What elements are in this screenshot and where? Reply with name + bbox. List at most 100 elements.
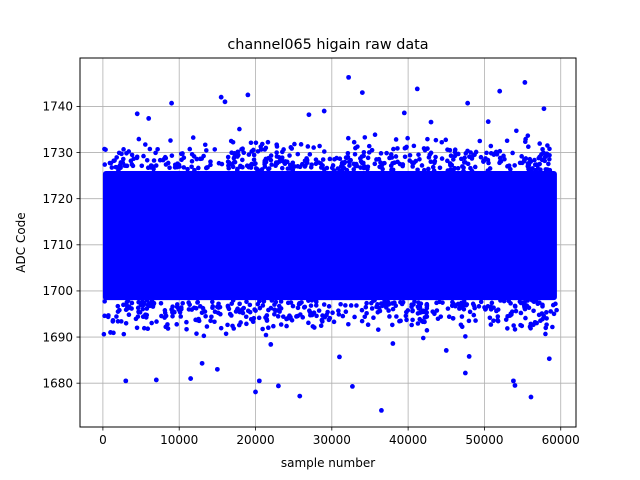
data-point [375, 309, 381, 315]
data-point [512, 163, 517, 168]
data-point [216, 301, 221, 307]
data-point [141, 153, 146, 159]
outlier-point [169, 100, 174, 106]
data-point [253, 308, 258, 313]
outlier-point [188, 376, 194, 381]
data-point [168, 138, 173, 143]
data-point [189, 164, 194, 170]
data-point [336, 312, 342, 317]
data-point [202, 142, 208, 148]
data-point [264, 318, 270, 323]
data-point [411, 143, 417, 149]
data-point [236, 152, 241, 158]
data-point [523, 315, 528, 321]
data-point [199, 310, 205, 315]
data-point [493, 149, 499, 155]
outlier-point [123, 378, 129, 384]
data-point [447, 147, 453, 153]
data-point [402, 154, 408, 160]
data-point [149, 320, 154, 326]
data-point [437, 165, 443, 171]
data-point [476, 304, 482, 309]
data-point [351, 161, 357, 167]
data-point [112, 158, 117, 163]
data-point [256, 315, 262, 321]
outlier-point [222, 99, 228, 105]
data-point [417, 157, 422, 162]
data-point [432, 160, 437, 166]
data-point [366, 143, 372, 149]
data-point [465, 161, 471, 167]
data-point [430, 164, 436, 170]
data-point [204, 324, 210, 329]
data-point [439, 139, 445, 145]
data-point [415, 321, 421, 326]
data-point [352, 314, 357, 320]
data-point [526, 162, 532, 168]
data-point [332, 157, 337, 162]
data-point [240, 157, 245, 163]
data-point [372, 298, 377, 303]
data-point [191, 305, 197, 311]
data-point [203, 165, 209, 171]
data-point [253, 140, 259, 146]
data-point [345, 135, 351, 141]
data-point [395, 146, 400, 151]
data-point [421, 146, 427, 151]
data-point [295, 151, 301, 157]
data-point [445, 158, 450, 164]
data-point [448, 153, 454, 159]
data-point [382, 160, 387, 166]
data-point [306, 320, 311, 326]
data-point [245, 308, 251, 314]
data-point [235, 166, 240, 172]
data-point [265, 139, 271, 145]
data-point [503, 317, 509, 322]
data-point [423, 310, 429, 315]
data-point [210, 304, 216, 309]
outlier-point [253, 389, 258, 395]
data-point [126, 149, 132, 154]
outlier-point [546, 356, 552, 362]
chart-title: channel065 higain raw data [227, 37, 428, 53]
data-point [136, 309, 141, 315]
x-tick-label: 10000 [160, 433, 198, 447]
data-point [511, 323, 516, 328]
data-point [335, 166, 341, 171]
data-point [103, 147, 108, 152]
outlier-point [337, 354, 342, 360]
data-point [420, 335, 426, 341]
data-point [230, 139, 236, 145]
data-point [313, 157, 319, 162]
outlier-point [199, 360, 205, 366]
data-point [545, 167, 550, 172]
data-point [157, 157, 163, 163]
outlier-point [276, 383, 281, 389]
data-point [114, 314, 119, 319]
data-point [272, 311, 277, 317]
data-point [129, 306, 134, 311]
data-point [297, 301, 303, 306]
data-point [525, 133, 531, 138]
data-point [257, 305, 263, 311]
data-point [400, 163, 405, 169]
data-point [394, 314, 399, 319]
data-point [263, 332, 269, 338]
data-point [452, 147, 458, 152]
data-point [340, 313, 346, 319]
data-point [487, 315, 493, 321]
outlier-point [108, 330, 113, 335]
data-point [331, 168, 337, 173]
data-point [196, 316, 201, 322]
data-point [268, 153, 274, 158]
data-point [491, 305, 496, 310]
data-point [353, 145, 358, 151]
data-point [144, 157, 150, 163]
data-point [241, 150, 247, 156]
x-tick-label: 40000 [389, 433, 427, 447]
data-point [247, 163, 253, 168]
data-point [467, 309, 473, 315]
data-point [218, 311, 223, 317]
outlier-point [146, 116, 152, 121]
outlier-point [414, 86, 420, 92]
